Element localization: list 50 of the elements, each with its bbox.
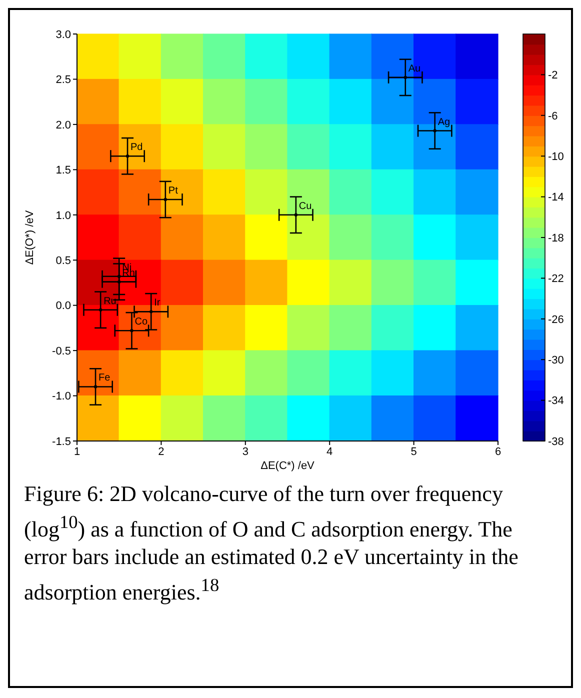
color-bar-label: -34 [548, 395, 564, 408]
data-label: Cu [298, 200, 312, 212]
color-bar-label: -2 [548, 70, 558, 82]
y-tick-label: 2.0 [56, 119, 71, 132]
y-tick-label: 0.5 [56, 255, 71, 268]
y-tick-label: 3.0 [56, 28, 71, 41]
color-bar-label: -38 [548, 436, 564, 448]
data-label: Co [134, 316, 148, 328]
y-tick-label: -1.0 [52, 390, 71, 403]
x-tick-label: 6 [494, 446, 502, 458]
y-tick-label: 0.0 [56, 300, 71, 312]
point [118, 274, 121, 278]
point [126, 154, 130, 158]
data-label: Ir [154, 298, 161, 309]
y-tick-label: -1.5 [52, 436, 71, 448]
color-bar-label: -10 [548, 150, 564, 163]
color-bar-label: -26 [548, 314, 564, 326]
data-label: Pd [130, 142, 143, 154]
point [164, 198, 168, 202]
x-tick-label: 1 [74, 446, 80, 458]
y-tick-label: 2.5 [56, 74, 71, 86]
point [98, 308, 102, 312]
color-bar-label: -14 [548, 192, 564, 204]
color-bar-label: -6 [548, 110, 558, 122]
data-label: Pt [168, 186, 178, 197]
point [294, 213, 298, 216]
caption: Figure 6: 2D volcano-curve of the turn over frequency (log$^{10}$) as a function of O and C adsorption energy. The error bars include an estimated 0.2 eV uncertainty in the adsorption energies.$^{18}$ [24, 480, 520, 607]
x-axis-title: ΔE(C*) /eV [260, 460, 316, 472]
y-tick-label: -0.5 [52, 345, 71, 358]
point [404, 76, 407, 80]
point [433, 129, 436, 132]
data-label: Au [408, 63, 421, 74]
data-label: Rh [122, 268, 135, 279]
point [149, 310, 153, 314]
y-axis-title: ΔE(O*) /eV [24, 210, 36, 265]
point [130, 329, 134, 332]
x-tick-label: 5 [410, 446, 417, 458]
data-label: Fe [98, 372, 111, 384]
data-label: Ru [104, 296, 116, 307]
y-tick-label: 1.5 [56, 164, 71, 177]
color-bar-label: -30 [548, 354, 564, 366]
y-tick-label: 1.0 [56, 210, 71, 222]
x-tick-label: 4 [326, 446, 333, 458]
x-tick-label: 3 [242, 446, 248, 458]
x-tick-label: 2 [158, 446, 164, 458]
point [118, 280, 121, 284]
color-bar-label: -18 [548, 232, 564, 244]
color-bar-label: -22 [548, 273, 564, 286]
point [94, 385, 98, 388]
data-label: Ag [438, 116, 450, 128]
